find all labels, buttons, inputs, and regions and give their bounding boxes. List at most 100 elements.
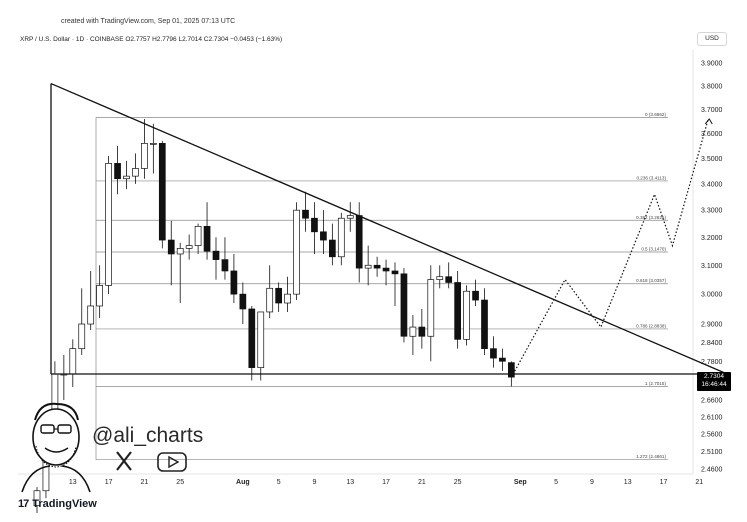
candle-body-down xyxy=(400,273,408,337)
candle-body-up xyxy=(185,245,193,249)
time-axis: 13 17 21 25 Aug 5 9 13 17 21 25 Sep 5 9 13 17 21 xyxy=(18,473,703,486)
candle xyxy=(33,487,41,514)
projection-arrowhead xyxy=(704,118,713,125)
last-price-tag: 2.7304 16:46:44 xyxy=(697,372,731,391)
symbol-info-line: XRP / U.S. Dollar · 1D · COINBASE O2.775… xyxy=(20,36,283,43)
candle xyxy=(212,237,220,280)
y-tick-label: 3.4000 xyxy=(701,181,723,188)
candle-body-up xyxy=(123,175,130,180)
projection-dotted-line xyxy=(510,118,709,378)
candle xyxy=(78,288,86,355)
candle xyxy=(320,210,327,254)
projection-path xyxy=(510,118,713,378)
fibonacci-levels: 0 (3.6662) 0.236 (3.4113) 0.382 (3.2625) 0.… xyxy=(95,112,668,461)
candle-body-up xyxy=(150,143,157,145)
candle xyxy=(436,265,444,289)
candle xyxy=(373,256,381,277)
candle-body-down xyxy=(203,225,211,252)
youtube-icon[interactable] xyxy=(157,452,187,472)
candle-body-down xyxy=(329,239,336,258)
candle-body-down xyxy=(248,308,256,368)
candle xyxy=(150,123,157,174)
candle xyxy=(158,140,166,249)
fib-level-label: 1 (2.7015) xyxy=(645,381,666,386)
candle-body-down xyxy=(508,362,515,378)
candle-body-up xyxy=(96,285,104,307)
candle xyxy=(132,153,139,184)
candle xyxy=(463,285,470,346)
fib-level-label: 0.236 (3.4113) xyxy=(636,175,666,180)
x-tick-label: 13 xyxy=(346,479,354,486)
candle-body-down xyxy=(373,264,381,269)
price-axis: 3.9000 3.8000 3.7000 3.6000 3.5000 3.4000 3.30… xyxy=(692,50,723,474)
candle xyxy=(203,202,211,260)
candle xyxy=(87,270,95,331)
x-tick-label: Sep xyxy=(514,479,527,486)
candle-body-down xyxy=(355,215,363,269)
candle-body-up xyxy=(141,143,148,169)
candle-body-down xyxy=(499,357,506,362)
candle xyxy=(60,354,68,401)
candle xyxy=(311,202,318,254)
tradingview-logo[interactable]: 17 TradingView xyxy=(18,498,97,510)
candle xyxy=(346,202,354,232)
candle xyxy=(427,265,435,362)
watermark-handle: @ali_charts xyxy=(92,424,204,447)
candle xyxy=(302,191,309,232)
candle-body-down xyxy=(382,267,390,272)
candle xyxy=(329,223,336,266)
x-social-icon[interactable] xyxy=(116,451,132,471)
last-price-value: 2.7304 xyxy=(704,373,724,380)
candle-body-down xyxy=(391,270,399,275)
candle xyxy=(96,265,104,318)
candle-body-up xyxy=(293,209,300,295)
fib-level-label: 0.786 (2.8838) xyxy=(636,323,666,328)
candle-body-down xyxy=(311,217,318,233)
x-tick-label: 21 xyxy=(418,479,426,486)
candle-body-down xyxy=(490,348,497,359)
candle xyxy=(400,268,408,343)
candle xyxy=(167,220,175,286)
candle xyxy=(293,202,300,301)
candle xyxy=(382,259,390,286)
y-tick-label: 3.3000 xyxy=(701,208,723,215)
candle-body-down xyxy=(302,209,309,219)
candle-body-up xyxy=(463,290,470,340)
candle xyxy=(454,270,461,349)
x-tick-label: 17 xyxy=(105,479,113,486)
x-tick-label: 25 xyxy=(454,479,462,486)
candle xyxy=(499,348,506,371)
candle-body-down xyxy=(230,270,238,295)
bar-countdown: 16:46:44 xyxy=(701,381,727,388)
y-tick-label: 2.8400 xyxy=(701,340,723,347)
fib-level-label: 0 (3.6662) xyxy=(645,112,666,117)
candle-body-up xyxy=(346,215,354,219)
candle xyxy=(185,234,193,260)
candle-body-down xyxy=(418,326,426,337)
x-tick-label: 21 xyxy=(695,479,703,486)
candle-body-down xyxy=(221,259,229,272)
candle-body-down xyxy=(454,282,461,340)
candle-body-down xyxy=(167,239,175,255)
fib-level-label: 0.618 (3.0357) xyxy=(636,278,666,283)
y-tick-label: 2.5100 xyxy=(701,449,723,456)
candle-body-up xyxy=(87,305,95,325)
candle xyxy=(284,276,291,312)
candle xyxy=(409,314,417,355)
avatar xyxy=(21,402,91,493)
candle-body-down xyxy=(472,290,479,301)
candle-body-up xyxy=(364,264,372,269)
y-tick-label: 3.7000 xyxy=(701,107,723,114)
candle xyxy=(490,336,497,368)
tradingview-logo-mark: 17 xyxy=(18,498,29,510)
currency-button[interactable]: USD xyxy=(697,32,727,46)
candle-body-down xyxy=(239,293,247,310)
candle-body-up xyxy=(176,248,184,255)
y-tick-label: 3.1000 xyxy=(701,263,723,270)
candle-body-up xyxy=(427,279,435,337)
y-tick-label: 3.6000 xyxy=(701,131,723,138)
candle-body-down xyxy=(275,287,282,304)
fib-level-label: 0.382 (3.2625) xyxy=(636,215,666,220)
x-tick-label: 13 xyxy=(624,479,632,486)
